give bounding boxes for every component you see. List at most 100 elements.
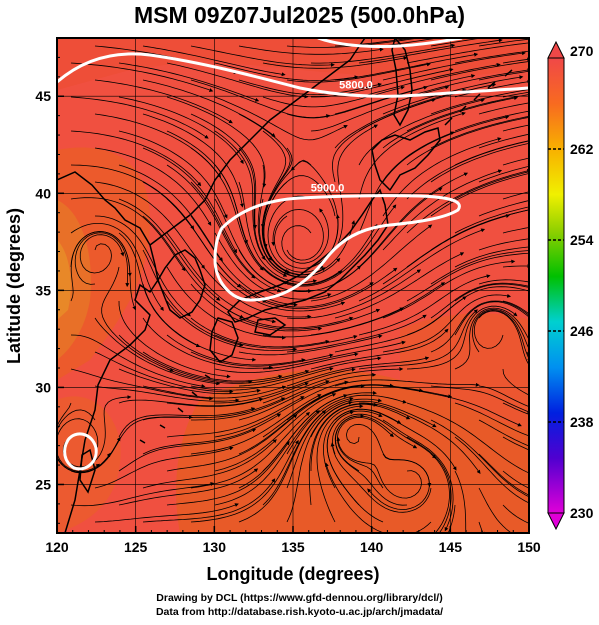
streamline — [215, 367, 356, 404]
streamline — [334, 296, 467, 353]
streamline — [94, 181, 205, 269]
streamline — [310, 224, 433, 302]
x-tick-label: 130 — [203, 539, 227, 555]
streamline — [478, 453, 529, 497]
streamline — [190, 113, 258, 229]
streamline — [190, 45, 335, 67]
streamline — [70, 368, 214, 401]
streamline — [94, 503, 239, 523]
streamline — [238, 334, 383, 356]
streamline — [190, 351, 334, 367]
streamline — [454, 49, 529, 64]
streamline — [478, 38, 529, 47]
streamline — [118, 334, 253, 384]
streamline — [454, 110, 529, 132]
streamline — [142, 413, 282, 455]
streamline — [454, 283, 529, 302]
streamline — [94, 446, 234, 489]
x-tick-label: 150 — [517, 539, 541, 555]
contour-5900 — [213, 194, 461, 302]
streamline — [406, 40, 529, 64]
y-tick-label: 35 — [35, 282, 51, 298]
streamline — [262, 396, 354, 506]
streamline — [478, 279, 529, 285]
streamline — [166, 414, 298, 472]
streamline — [454, 169, 529, 200]
streamline — [382, 293, 512, 353]
streamline — [166, 266, 286, 340]
streamline — [214, 380, 349, 438]
streamline — [142, 478, 276, 523]
streamline — [166, 300, 298, 352]
streamline — [336, 436, 422, 499]
streamline — [430, 38, 485, 47]
streamline — [526, 351, 529, 358]
streamline — [118, 468, 259, 506]
streamline — [94, 385, 240, 403]
streamline — [142, 439, 277, 489]
streamline — [310, 328, 449, 370]
streamline — [358, 228, 486, 302]
streamline — [190, 79, 331, 119]
streamline — [382, 419, 454, 532]
streamline — [214, 410, 320, 506]
streamline — [142, 385, 287, 399]
streamline — [502, 402, 529, 417]
streamline — [70, 62, 214, 92]
colorbar-ticks: 270 262 254 246 238 230 — [548, 43, 594, 521]
streamline — [166, 198, 267, 303]
streamline — [166, 382, 309, 407]
streamline — [118, 164, 223, 262]
streamline — [502, 470, 529, 489]
streamline — [332, 413, 437, 459]
streamline — [502, 300, 529, 317]
streamline — [142, 45, 286, 77]
streamline — [214, 334, 358, 349]
streamline — [358, 402, 481, 474]
x-axis-ticks: 120 125 130 135 140 145 150 — [45, 526, 541, 555]
x-axis-label: Longitude (degrees) — [206, 564, 379, 584]
streamline — [262, 383, 394, 438]
streamline — [214, 130, 266, 261]
streamline — [406, 138, 529, 200]
streamline — [286, 400, 353, 523]
streamline — [324, 462, 432, 533]
streamline — [190, 317, 330, 348]
streamline — [70, 223, 164, 311]
streamline — [406, 68, 529, 98]
streamline — [238, 45, 384, 55]
streamline — [358, 62, 501, 98]
streamline — [406, 305, 518, 370]
streamline — [316, 404, 364, 523]
streamline — [286, 398, 383, 489]
y-tick-label: 40 — [35, 185, 51, 201]
streamline — [334, 379, 480, 387]
streamline — [382, 169, 503, 251]
streamline — [214, 232, 332, 300]
streamline — [358, 111, 466, 200]
streamline — [430, 250, 529, 285]
streamline — [382, 96, 519, 149]
contour-5800 — [57, 52, 529, 98]
streamline — [358, 274, 491, 336]
y-axis-ticks: 25 30 35 40 45 — [35, 37, 64, 524]
streamline — [238, 356, 382, 387]
streamline — [190, 215, 298, 307]
streamline — [310, 403, 411, 471]
streamline — [190, 367, 334, 391]
streamline — [473, 309, 529, 363]
streamline — [358, 172, 469, 268]
streamline — [262, 223, 378, 285]
streamline — [310, 400, 437, 438]
contour-taiwan-low — [63, 432, 98, 471]
streamline — [382, 38, 441, 47]
streamline — [214, 266, 346, 312]
streamline — [430, 453, 450, 533]
streamline — [454, 246, 529, 268]
streamline — [334, 252, 465, 319]
streamline — [336, 416, 394, 489]
streamline — [311, 67, 454, 98]
streamline — [502, 436, 529, 452]
colorbar-label: 246 — [570, 323, 594, 339]
streamline — [142, 79, 276, 138]
